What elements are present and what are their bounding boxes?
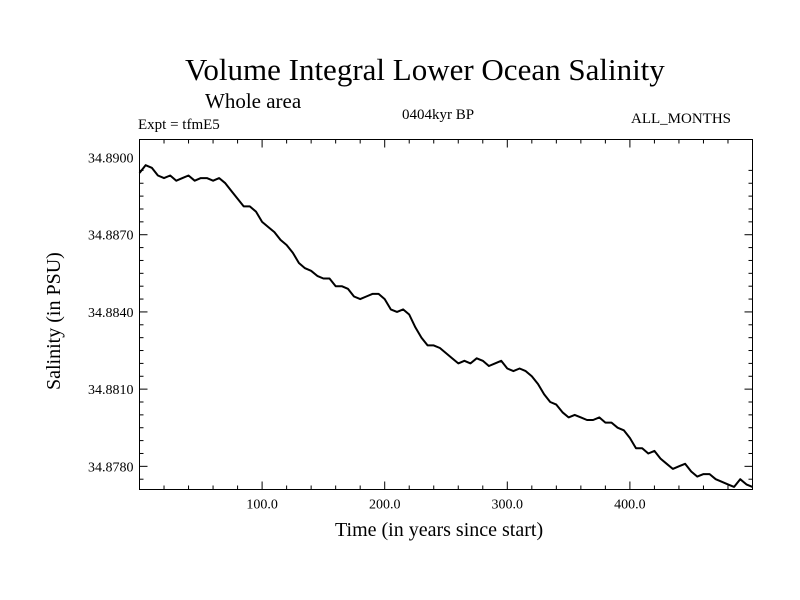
x-axis-label: Time (in years since start) [335,519,544,541]
tick-labels: 100.0 200.0 300.0 400.0 34.8780 34.8810 34.884… [88,152,646,513]
y-tick-label: 34.8780 [88,460,134,475]
y-tick-label: 34.8840 [88,306,134,321]
axis-ticks [139,139,753,490]
y-tick-label: 34.8870 [88,229,134,244]
chart-subtitle: Whole area [205,89,302,113]
salinity-series-line [138,164,753,488]
plot-frame [139,139,753,490]
months-label: ALL_MONTHS [631,111,731,127]
experiment-label: Expt = tfmE5 [138,117,220,133]
x-tick-label: 200.0 [369,498,401,513]
x-tick-label: 100.0 [246,498,278,513]
period-label: 0404kyr BP [402,107,475,123]
x-tick-label: 300.0 [492,498,524,513]
y-tick-label: 34.8900 [88,152,134,167]
chart-title: Volume Integral Lower Ocean Salinity [185,52,665,87]
y-tick-label: 34.8810 [88,383,134,398]
x-tick-label: 400.0 [614,498,646,513]
